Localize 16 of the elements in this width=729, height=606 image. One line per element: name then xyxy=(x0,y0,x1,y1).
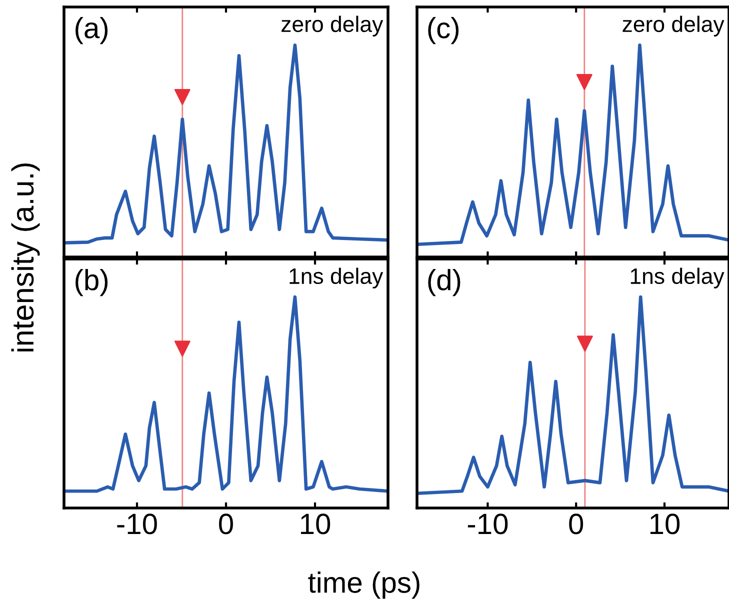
text: 1ns delay xyxy=(630,268,724,288)
text: 1ns delay xyxy=(290,268,384,288)
text: (b) xyxy=(76,268,108,296)
x-tick-label: 10 xyxy=(301,514,330,534)
x-tick-label: 0 xyxy=(219,514,233,534)
text: zero delay xyxy=(282,16,384,36)
x-tick-label: 0 xyxy=(569,514,584,534)
x-axis-title: time (ps) xyxy=(308,572,420,599)
text: (d) xyxy=(428,268,460,296)
text: (c) xyxy=(428,17,459,44)
text: (a) xyxy=(76,17,108,44)
y-axis-title: intensity (a.u.) xyxy=(11,163,40,352)
x-tick-label: -10 xyxy=(117,514,157,534)
text: zero delay xyxy=(622,16,724,36)
x-tick-label: -10 xyxy=(468,514,508,534)
x-tick-label: 10 xyxy=(650,514,680,534)
